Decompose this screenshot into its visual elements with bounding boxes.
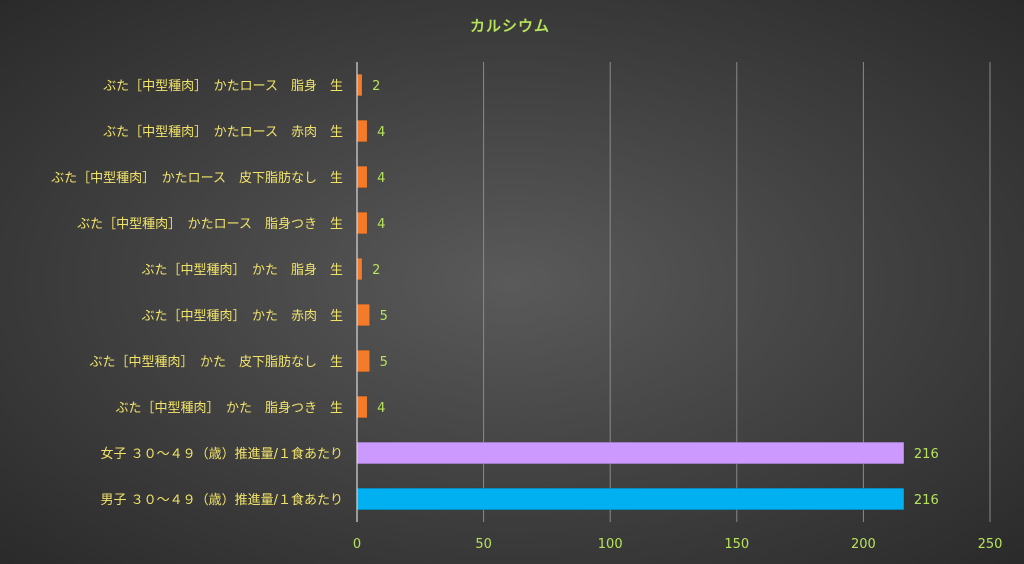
data-label: 4 bbox=[377, 125, 385, 140]
category-labels: ぶた［中型種肉］ かたロース 脂身 生ぶた［中型種肉］ かたロース 赤肉 生ぶた… bbox=[51, 78, 343, 508]
category-label: ぶた［中型種肉］ かたロース 皮下脂肪なし 生 bbox=[51, 170, 343, 186]
x-tick-label: 100 bbox=[598, 537, 623, 552]
bar bbox=[356, 119, 368, 143]
x-tick-label: 0 bbox=[353, 537, 361, 552]
data-labels: 2 4 4 4 2 5 5 4 216 216 bbox=[372, 79, 939, 508]
x-tick-label: 200 bbox=[851, 537, 876, 552]
data-label: 2 bbox=[372, 79, 380, 94]
category-label: ぶた［中型種肉］ かた 脂身つき 生 bbox=[115, 400, 343, 416]
category-label: ぶた［中型種肉］ かた 赤肉 生 bbox=[141, 308, 343, 324]
data-label: 4 bbox=[377, 401, 385, 416]
data-label: 5 bbox=[380, 355, 388, 370]
x-tick-label: 250 bbox=[978, 537, 1003, 552]
data-label: 2 bbox=[372, 263, 380, 278]
bar bbox=[356, 487, 905, 511]
x-tick-label: 150 bbox=[724, 537, 749, 552]
x-tick-label: 50 bbox=[475, 537, 492, 552]
category-label: ぶた［中型種肉］ かた 脂身 生 bbox=[141, 262, 343, 278]
bars bbox=[356, 73, 905, 511]
bar bbox=[356, 211, 368, 235]
category-label: 男子 ３０～４９（歳）推進量/１食あたり bbox=[100, 492, 343, 508]
category-label: ぶた［中型種肉］ かた 皮下脂肪なし 生 bbox=[89, 354, 343, 370]
data-label: 4 bbox=[377, 217, 385, 232]
bar bbox=[356, 395, 368, 419]
bar bbox=[356, 349, 370, 373]
category-label: ぶた［中型種肉］ かたロース 脂身つき 生 bbox=[77, 216, 343, 232]
category-label: ぶた［中型種肉］ かたロース 脂身 生 bbox=[103, 78, 343, 94]
chart-title: カルシウム bbox=[470, 17, 550, 35]
category-label: 女子 ３０～４９（歳）推進量/１食あたり bbox=[100, 446, 343, 462]
x-axis-ticks: 0 50 100 150 200 250 bbox=[353, 537, 1003, 552]
bar bbox=[356, 73, 363, 97]
bar bbox=[356, 257, 363, 281]
data-label: 216 bbox=[914, 447, 939, 462]
bar bbox=[356, 165, 368, 189]
category-label: ぶた［中型種肉］ かたロース 赤肉 生 bbox=[103, 124, 343, 140]
bar bbox=[356, 441, 905, 465]
data-label: 5 bbox=[380, 309, 388, 324]
data-label: 4 bbox=[377, 171, 385, 186]
bar bbox=[356, 303, 370, 327]
data-label: 216 bbox=[914, 493, 939, 508]
